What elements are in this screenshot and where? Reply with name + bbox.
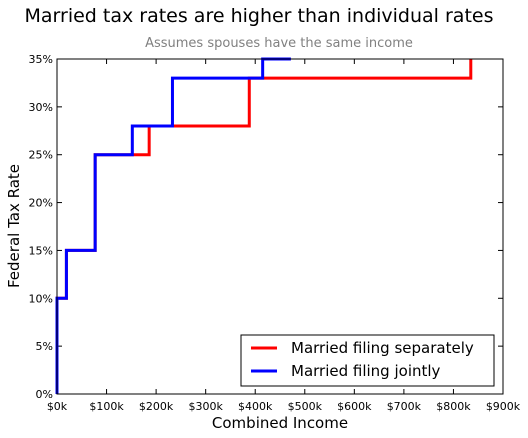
x-tick-label: $700k (387, 400, 422, 413)
legend-label-jointly: Married filing jointly (291, 362, 441, 380)
y-tick-label: 20% (29, 197, 53, 210)
y-tick-label: 0% (36, 388, 53, 401)
y-tick-label: 30% (29, 101, 53, 114)
x-tick-label: $500k (288, 400, 323, 413)
y-tick-label: 10% (29, 292, 53, 305)
y-tick-label: 35% (29, 53, 53, 66)
y-tick-label: 5% (36, 340, 53, 353)
x-tick-label: $900k (486, 400, 521, 413)
y-tick-label: 25% (29, 149, 53, 162)
x-axis-label: Combined Income (212, 414, 348, 432)
x-tick-label: $600k (337, 400, 372, 413)
x-tick-label: $400k (238, 400, 273, 413)
chart-title: Married tax rates are higher than indivi… (25, 5, 494, 27)
y-axis-label: Federal Tax Rate (5, 164, 23, 288)
x-tick-label: $0k (47, 400, 68, 413)
x-tick-label: $300k (188, 400, 223, 413)
x-tick-label: $800k (436, 400, 471, 413)
x-tick-label: $200k (139, 400, 174, 413)
legend: Married filing separately Married filing… (241, 335, 494, 386)
legend-label-separately: Married filing separately (291, 339, 474, 357)
chart-subtitle: Assumes spouses have the same income (145, 36, 413, 51)
y-tick-label: 15% (29, 244, 53, 257)
x-tick-label: $100k (89, 400, 124, 413)
